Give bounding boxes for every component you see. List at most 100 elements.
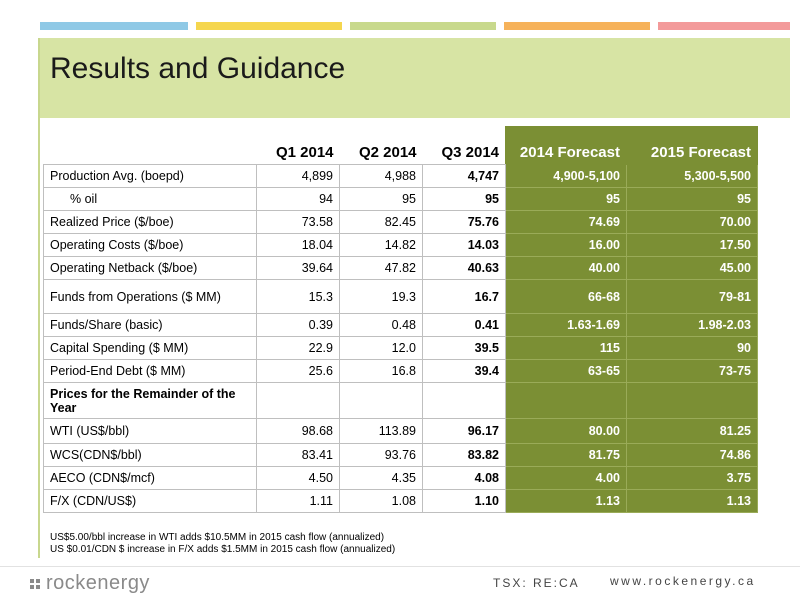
q1-2014-value: 94: [256, 187, 340, 211]
q2-2014-value: [339, 382, 423, 419]
stripe-blue: [40, 22, 188, 30]
note-wti-sensitivity: US$5.00/bbl increase in WTI adds $10.5MM…: [50, 532, 385, 543]
q3-2014-value: 14.03: [422, 233, 506, 257]
forecast-2014-value: 16.00: [505, 233, 627, 257]
table-row: Operating Netback ($/boe) 39.64 47.82 40.63…: [43, 256, 758, 280]
row-label: % oil: [43, 187, 257, 211]
q1-2014-value: 98.68: [256, 418, 340, 444]
q2-2014-value: 12.0: [339, 336, 423, 360]
footer-divider: [0, 566, 800, 567]
q1-2014-value: 83.41: [256, 443, 340, 467]
q2-2014-value: 93.76: [339, 443, 423, 467]
forecast-2014-value: 74.69: [505, 210, 627, 234]
table-row: Funds from Operations ($ MM) 15.3 19.3 16.7…: [43, 279, 758, 314]
q1-2014-value: 18.04: [256, 233, 340, 257]
sensitivity-notes: US$5.00/bbl increase in WTI adds $10.5MM…: [50, 532, 395, 556]
forecast-2015-value: 1.13: [626, 489, 758, 513]
q1-2014-value: 25.6: [256, 359, 340, 383]
header-q1-2014: Q1 2014: [256, 126, 340, 165]
q3-2014-value: 39.5: [422, 336, 506, 360]
q1-2014-value: 73.58: [256, 210, 340, 234]
forecast-2015-value: 73-75: [626, 359, 758, 383]
logo-text: rockenergy: [46, 572, 150, 594]
header-2015-forecast: 2015 Forecast: [626, 126, 758, 165]
forecast-2015-value: 90: [626, 336, 758, 360]
table-row: AECO (CDN$/mcf) 4.50 4.35 4.08 4.00 3.75: [43, 466, 758, 490]
website-url: www.rockenergy.ca: [610, 574, 756, 588]
forecast-2014-value: 95: [505, 187, 627, 211]
table-row: % oil 94 95 95 95 95: [43, 187, 758, 211]
q1-2014-value: 4.50: [256, 466, 340, 490]
table-row: Funds/Share (basic) 0.39 0.48 0.41 1.63-1.69…: [43, 313, 758, 337]
table-row: Production Avg. (boepd) 4,899 4,988 4,747 4,…: [43, 164, 758, 188]
q3-2014-value: 4.08: [422, 466, 506, 490]
header-q3-2014: Q3 2014: [422, 126, 506, 165]
q2-2014-value: 113.89: [339, 418, 423, 444]
forecast-2014-value: [505, 382, 627, 419]
row-label: Operating Netback ($/boe): [43, 256, 257, 280]
forecast-2014-value: 63-65: [505, 359, 627, 383]
q3-2014-value: [422, 382, 506, 419]
row-label: Operating Costs ($/boe): [43, 233, 257, 257]
forecast-2015-value: 95: [626, 187, 758, 211]
q1-2014-value: 4,899: [256, 164, 340, 188]
q3-2014-value: 96.17: [422, 418, 506, 444]
q3-2014-value: 1.10: [422, 489, 506, 513]
forecast-2014-value: 115: [505, 336, 627, 360]
stripe-pink: [658, 22, 790, 30]
row-label: Production Avg. (boepd): [43, 164, 257, 188]
table-row: F/X (CDN/US$) 1.11 1.08 1.10 1.13 1.13: [43, 489, 758, 513]
forecast-2014-value: 4,900-5,100: [505, 164, 627, 188]
q1-2014-value: 22.9: [256, 336, 340, 360]
q2-2014-value: 14.82: [339, 233, 423, 257]
results-table: Q1 2014 Q2 2014 Q3 2014 2014 Forecast 20…: [43, 126, 758, 513]
forecast-2014-value: 1.13: [505, 489, 627, 513]
forecast-2015-value: [626, 382, 758, 419]
forecast-2015-value: 3.75: [626, 466, 758, 490]
q1-2014-value: 1.11: [256, 489, 340, 513]
row-label: Funds/Share (basic): [43, 313, 257, 337]
table-row: Capital Spending ($ MM) 22.9 12.0 39.5 115 90: [43, 336, 758, 360]
stripe-orange: [504, 22, 650, 30]
title-bar: [40, 38, 790, 118]
forecast-2014-value: 66-68: [505, 279, 627, 314]
header-row: Q1 2014 Q2 2014 Q3 2014 2014 Forecast 20…: [44, 126, 758, 165]
q2-2014-value: 95: [339, 187, 423, 211]
q3-2014-value: 83.82: [422, 443, 506, 467]
q2-2014-value: 1.08: [339, 489, 423, 513]
stripe-yellow: [196, 22, 342, 30]
note-fx-sensitivity: US $0.01/CDN $ increase in F/X adds $1.5…: [50, 544, 396, 555]
row-label: Funds from Operations ($ MM): [43, 279, 257, 314]
forecast-2014-value: 40.00: [505, 256, 627, 280]
q1-2014-value: 0.39: [256, 313, 340, 337]
forecast-2015-value: 17.50: [626, 233, 758, 257]
row-label: WCS(CDN$/bbl): [43, 443, 257, 467]
q3-2014-value: 4,747: [422, 164, 506, 188]
q3-2014-value: 75.76: [422, 210, 506, 234]
q2-2014-value: 19.3: [339, 279, 423, 314]
forecast-2015-value: 81.25: [626, 418, 758, 444]
q2-2014-value: 0.48: [339, 313, 423, 337]
row-label: Period-End Debt ($ MM): [43, 359, 257, 383]
q3-2014-value: 95: [422, 187, 506, 211]
table-row: WCS(CDN$/bbl) 83.41 93.76 83.82 81.75 74.86: [43, 443, 758, 467]
q3-2014-value: 16.7: [422, 279, 506, 314]
frame-left-border: [38, 38, 40, 558]
forecast-2015-value: 74.86: [626, 443, 758, 467]
row-label: Prices for the Remainder of the Year: [43, 382, 257, 419]
forecast-2015-value: 45.00: [626, 256, 758, 280]
table-row: WTI (US$/bbl) 98.68 113.89 96.17 80.00 81.25: [43, 418, 758, 444]
table-row: Prices for the Remainder of the Year: [43, 382, 758, 419]
q2-2014-value: 4.35: [339, 466, 423, 490]
q1-2014-value: 15.3: [256, 279, 340, 314]
forecast-2014-value: 1.63-1.69: [505, 313, 627, 337]
forecast-2015-value: 79-81: [626, 279, 758, 314]
forecast-2014-value: 81.75: [505, 443, 627, 467]
q2-2014-value: 16.8: [339, 359, 423, 383]
forecast-2015-value: 70.00: [626, 210, 758, 234]
q2-2014-value: 47.82: [339, 256, 423, 280]
forecast-2014-value: 4.00: [505, 466, 627, 490]
table-row: Realized Price ($/boe) 73.58 82.45 75.76 74.…: [43, 210, 758, 234]
forecast-2015-value: 5,300-5,500: [626, 164, 758, 188]
header-label-cell: [44, 127, 257, 165]
